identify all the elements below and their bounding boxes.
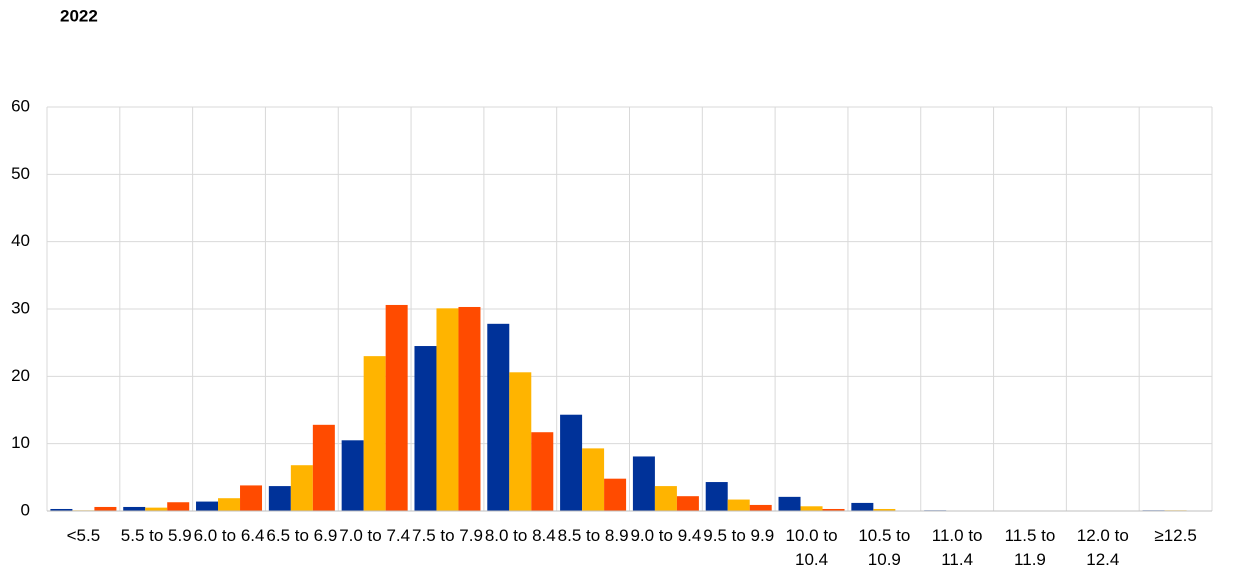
bar [458, 306, 481, 511]
bar [240, 485, 263, 511]
bar [604, 478, 627, 511]
x-tick-label: 7.5 to 7.9 [412, 526, 483, 545]
bar [290, 465, 313, 511]
bar [851, 502, 874, 511]
x-tick-label: 11.0 to 11.4 [931, 526, 983, 569]
x-tick-label: 6.5 to 6.9 [266, 526, 338, 545]
x-tick-label: ≥12.5 [1154, 526, 1197, 545]
bar [705, 482, 728, 511]
bar [676, 496, 699, 511]
bar [167, 502, 190, 511]
y-tick-label: 0 [21, 500, 30, 519]
x-tick-label: 9.0 to 9.4 [630, 526, 702, 545]
y-tick-label: 10 [11, 433, 30, 452]
x-tick-label: 10.5 to 10.9 [858, 526, 911, 569]
bar [531, 432, 554, 511]
bar [560, 414, 583, 511]
y-tick-label: 30 [11, 298, 30, 317]
x-tick-label: 9.5 to 9.9 [703, 526, 775, 545]
bar [123, 506, 146, 511]
bar [385, 304, 408, 511]
bar [800, 506, 823, 511]
bar [582, 448, 605, 511]
x-tick-label: <5.5 [66, 526, 101, 545]
bar [363, 356, 386, 511]
bar [268, 486, 291, 511]
y-tick-label: 60 [11, 96, 30, 115]
bar [50, 508, 73, 511]
bar [822, 508, 845, 511]
bar [727, 499, 750, 511]
x-tick-label: 5.5 to 5.9 [120, 526, 192, 545]
bar [341, 440, 364, 511]
bar [436, 308, 459, 511]
bar [218, 498, 241, 511]
x-tick-label: 7.0 to 7.4 [339, 526, 411, 545]
y-tick-label: 40 [11, 231, 30, 250]
bar [509, 372, 532, 511]
y-tick-label: 50 [11, 164, 30, 183]
bar [778, 496, 801, 511]
bar [312, 424, 335, 511]
x-tick-label: 10.0 to 10.4 [785, 526, 838, 569]
chart-title: 2022 [60, 6, 98, 25]
bar [94, 506, 117, 511]
x-tick-label: 8.0 to 8.4 [484, 526, 556, 545]
bar [873, 508, 896, 511]
bar [487, 323, 510, 511]
bar [414, 346, 437, 511]
bar [654, 486, 677, 511]
bar [749, 504, 772, 511]
x-tick-label: 12.0 to 12.4 [1076, 526, 1129, 569]
bar [145, 507, 168, 511]
bar [196, 501, 219, 511]
x-tick-label: 6.0 to 6.4 [193, 526, 265, 545]
x-tick-label: 8.5 to 8.9 [557, 526, 629, 545]
bar [632, 456, 655, 511]
y-tick-label: 20 [11, 366, 30, 385]
x-tick-label: 11.5 to 11.9 [1004, 526, 1056, 569]
